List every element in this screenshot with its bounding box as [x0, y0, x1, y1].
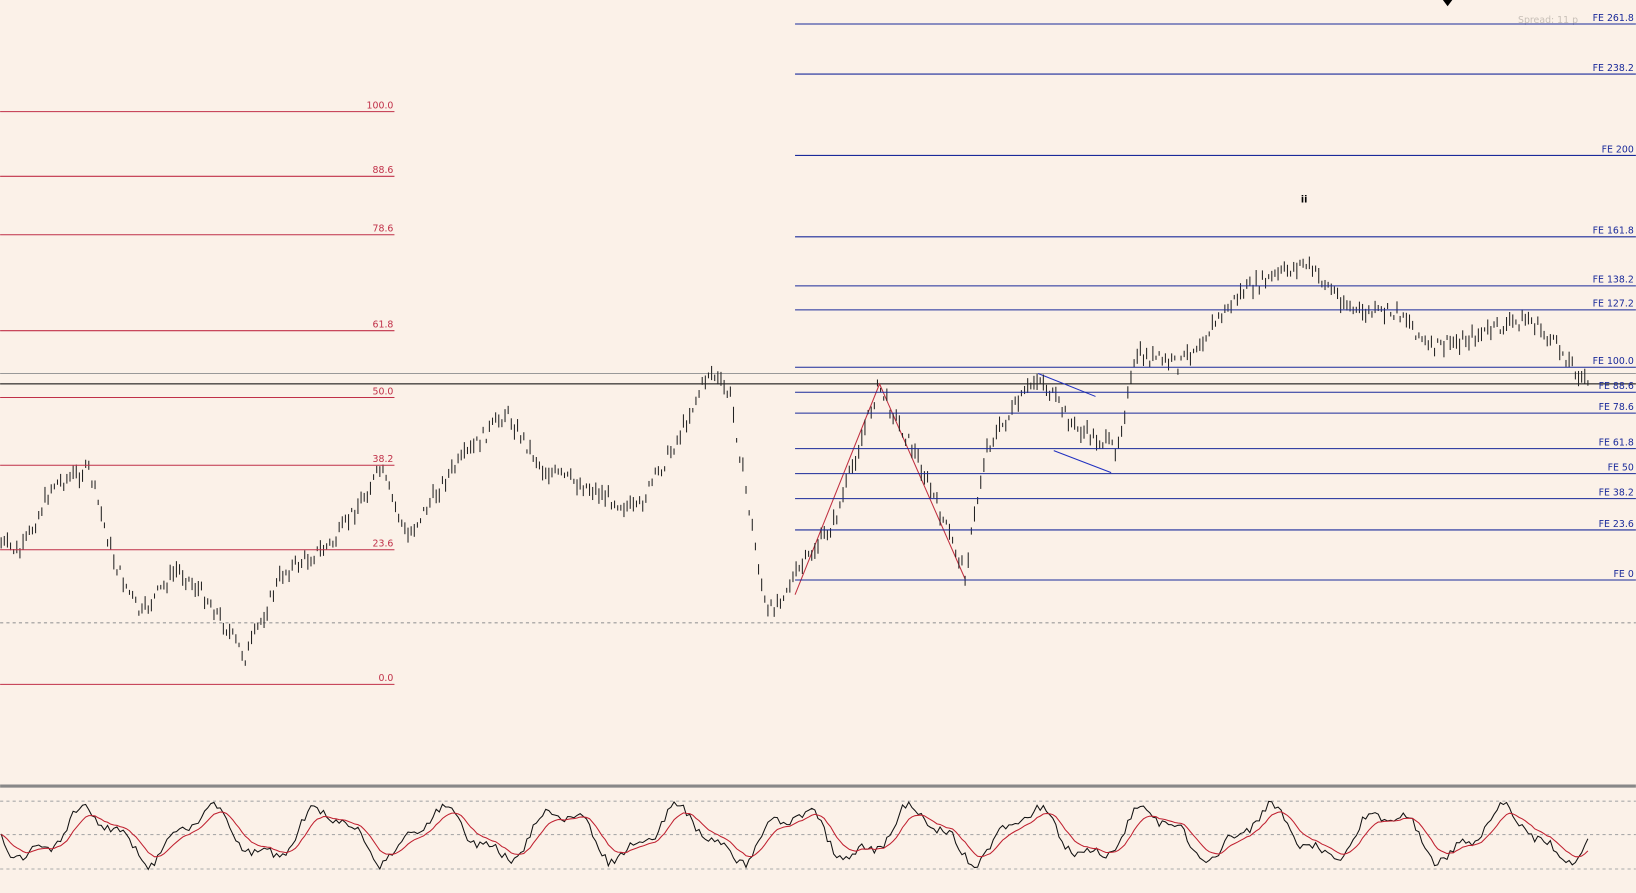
oscillator-line	[0, 800, 1589, 871]
fe-label: FE 238.2	[1593, 63, 1634, 74]
price-bars	[0, 256, 1589, 666]
zigzag	[794, 382, 966, 595]
fe-label: FE 138.2	[1593, 275, 1634, 286]
fib-label: 100.0	[367, 100, 394, 111]
fe-label: FE 88.6	[1599, 381, 1634, 392]
fib-label: 78.6	[373, 224, 394, 235]
signal-line	[0, 811, 1589, 858]
fe-label: FE 78.6	[1599, 402, 1634, 413]
fib-label: 88.6	[373, 165, 394, 176]
fe-label: FE 38.2	[1599, 488, 1634, 499]
fe-label: FE 200	[1602, 144, 1634, 155]
fe-label: FE 127.2	[1593, 299, 1634, 310]
fib-label: 0.0	[378, 673, 393, 684]
channel-line	[1053, 450, 1112, 474]
fe-label: FE 61.8	[1599, 437, 1634, 448]
marker	[1442, 0, 1453, 7]
separator	[0, 784, 1636, 788]
fib-label: 23.6	[373, 539, 394, 550]
fe-label: FE 100.0	[1593, 356, 1634, 367]
spread-label: Spread: 11 p	[1518, 15, 1578, 26]
fib-label: 61.8	[373, 320, 394, 331]
fe-label: FE 161.8	[1593, 226, 1634, 237]
fe-label: FE 50	[1608, 462, 1634, 473]
wave-label: ii	[1301, 194, 1307, 205]
fib-label: 38.2	[373, 454, 394, 465]
fe-label: FE 0	[1614, 569, 1634, 580]
fib-label: 50.0	[373, 386, 394, 397]
fe-label: FE 23.6	[1599, 519, 1634, 530]
fe-label: FE 261.8	[1593, 13, 1634, 24]
